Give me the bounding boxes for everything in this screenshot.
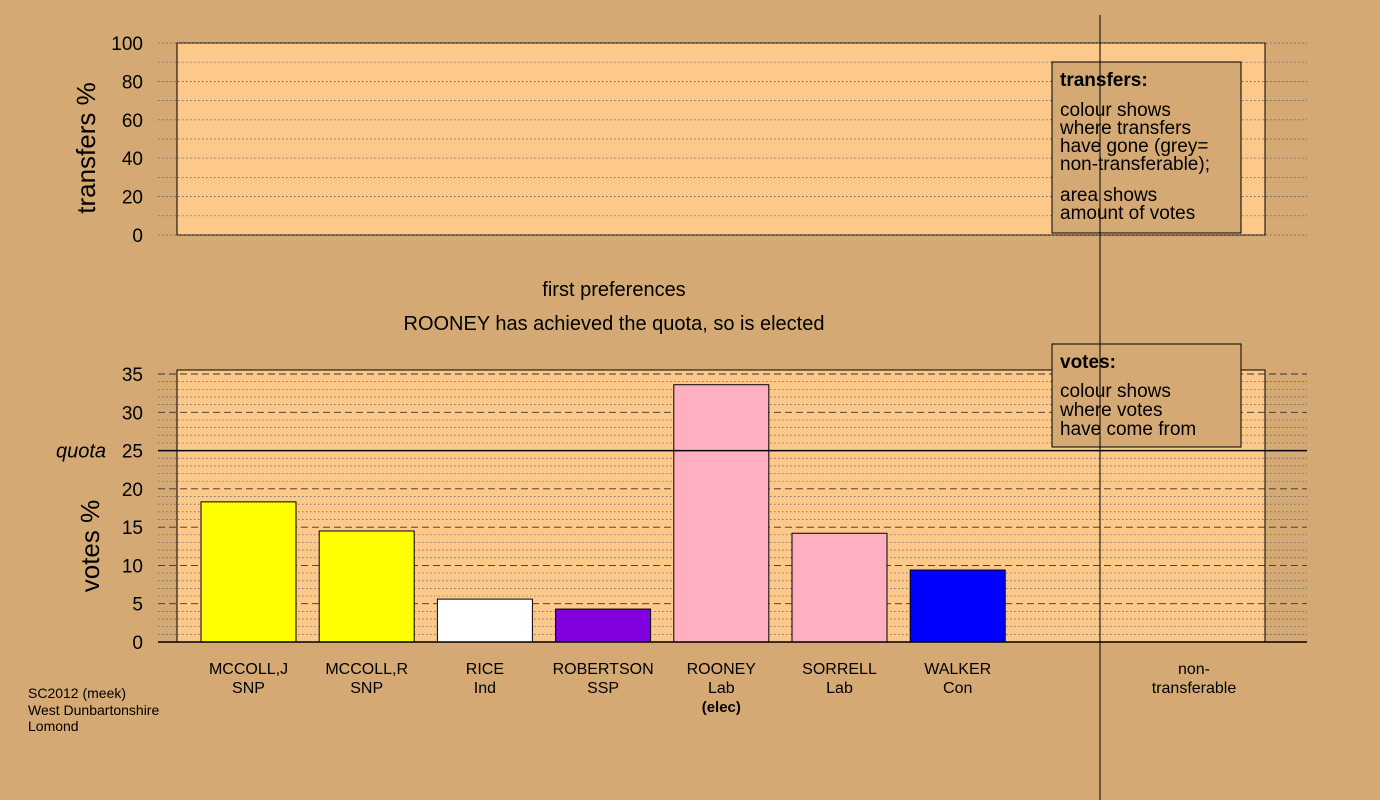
candidate-party: Lab xyxy=(708,680,735,697)
votes-legend: votes: colour shows where votes have com… xyxy=(1051,343,1242,448)
bar-mccoll-j xyxy=(200,501,297,643)
y-tick-label: 5 xyxy=(132,595,143,616)
y-tick-label: 35 xyxy=(122,365,143,386)
y-tick-label: 25 xyxy=(122,442,143,463)
nontransferable-label: non- xyxy=(1178,661,1210,678)
candidate-party: SNP xyxy=(350,680,383,697)
y-tick-label: 20 xyxy=(122,480,143,501)
transfers-legend-line: area shows xyxy=(1060,185,1157,206)
nontransferable-label: transferable xyxy=(1152,680,1237,697)
candidate-name: WALKER xyxy=(924,661,991,678)
votes-chart: 0 5 10 15 20 25 30 35 quota MCCOLL,J SNP MCCOLL,R… xyxy=(56,343,1307,716)
y-tick-label: 60 xyxy=(122,111,143,132)
y-tick-label: 40 xyxy=(122,149,143,170)
votes-legend-line: colour shows xyxy=(1060,381,1171,402)
votes-y-ticks: 0 5 10 15 20 25 30 35 xyxy=(122,365,143,654)
bar-sorrell xyxy=(791,532,888,643)
transfers-y-axis-title: transfers % xyxy=(71,82,101,214)
votes-y-axis-title: votes % xyxy=(75,500,105,593)
votes-bars xyxy=(200,384,1006,643)
bar-robertson xyxy=(555,608,652,643)
candidate-name: MCCOLL,R xyxy=(325,661,408,678)
quota-marker: quota xyxy=(56,441,1307,463)
bar-mccoll-r xyxy=(318,530,415,643)
candidate-elected-note: (elec) xyxy=(702,699,741,716)
status-message: ROONEY has achieved the quota, so is ele… xyxy=(404,313,825,335)
transfers-legend-line: where transfers xyxy=(1059,118,1191,139)
votes-legend-box xyxy=(1051,343,1242,448)
footer-line: West Dunbartonshire xyxy=(28,702,159,718)
votes-legend-title: votes: xyxy=(1060,352,1116,373)
votes-legend-line: have come from xyxy=(1060,419,1196,440)
candidate-party: Lab xyxy=(826,680,853,697)
stage-label: first preferences xyxy=(542,279,685,301)
y-tick-label: 100 xyxy=(111,34,143,55)
footer-line: SC2012 (meek) xyxy=(28,685,126,701)
bar-rooney xyxy=(673,384,770,643)
transfers-legend-line: colour shows xyxy=(1060,100,1171,121)
transfers-y-ticks: 0 20 40 60 80 100 xyxy=(111,34,143,247)
transfers-legend-line: amount of votes xyxy=(1060,203,1195,224)
quota-label: quota xyxy=(56,441,106,463)
candidate-name: RICE xyxy=(466,661,504,678)
y-tick-label: 10 xyxy=(122,556,143,577)
transfers-legend-box xyxy=(1051,61,1242,234)
transfers-legend-line: non-transferable); xyxy=(1060,154,1210,175)
y-tick-label: 0 xyxy=(132,226,143,247)
candidate-name: SORRELL xyxy=(802,661,877,678)
transfers-legend-line: have gone (grey= xyxy=(1060,136,1208,157)
y-tick-label: 30 xyxy=(122,403,143,424)
candidate-party: Con xyxy=(943,680,972,697)
y-tick-label: 0 xyxy=(132,633,143,654)
transfers-chart: 0 20 40 60 80 100 transfers % transfers: colo… xyxy=(71,34,1307,247)
footer-line: Lomond xyxy=(28,718,79,734)
candidate-party: SNP xyxy=(232,680,265,697)
y-tick-label: 80 xyxy=(122,72,143,93)
candidate-party: Ind xyxy=(474,680,496,697)
candidate-party: SSP xyxy=(587,680,619,697)
candidate-name: MCCOLL,J xyxy=(209,661,288,678)
transfers-legend-title: transfers: xyxy=(1060,70,1148,91)
bar-rice xyxy=(436,598,533,643)
transfers-legend: transfers: colour shows where transfers … xyxy=(1051,61,1242,234)
y-tick-label: 15 xyxy=(122,518,143,539)
bar-walker xyxy=(909,569,1006,643)
votes-legend-line: where votes xyxy=(1059,400,1162,421)
candidate-name: ROBERTSON xyxy=(553,661,654,678)
candidate-name: ROONEY xyxy=(687,661,757,678)
candidate-labels: MCCOLL,J SNP MCCOLL,R SNP RICE Ind ROBERTSON SS… xyxy=(209,661,991,716)
y-tick-label: 20 xyxy=(122,188,143,209)
